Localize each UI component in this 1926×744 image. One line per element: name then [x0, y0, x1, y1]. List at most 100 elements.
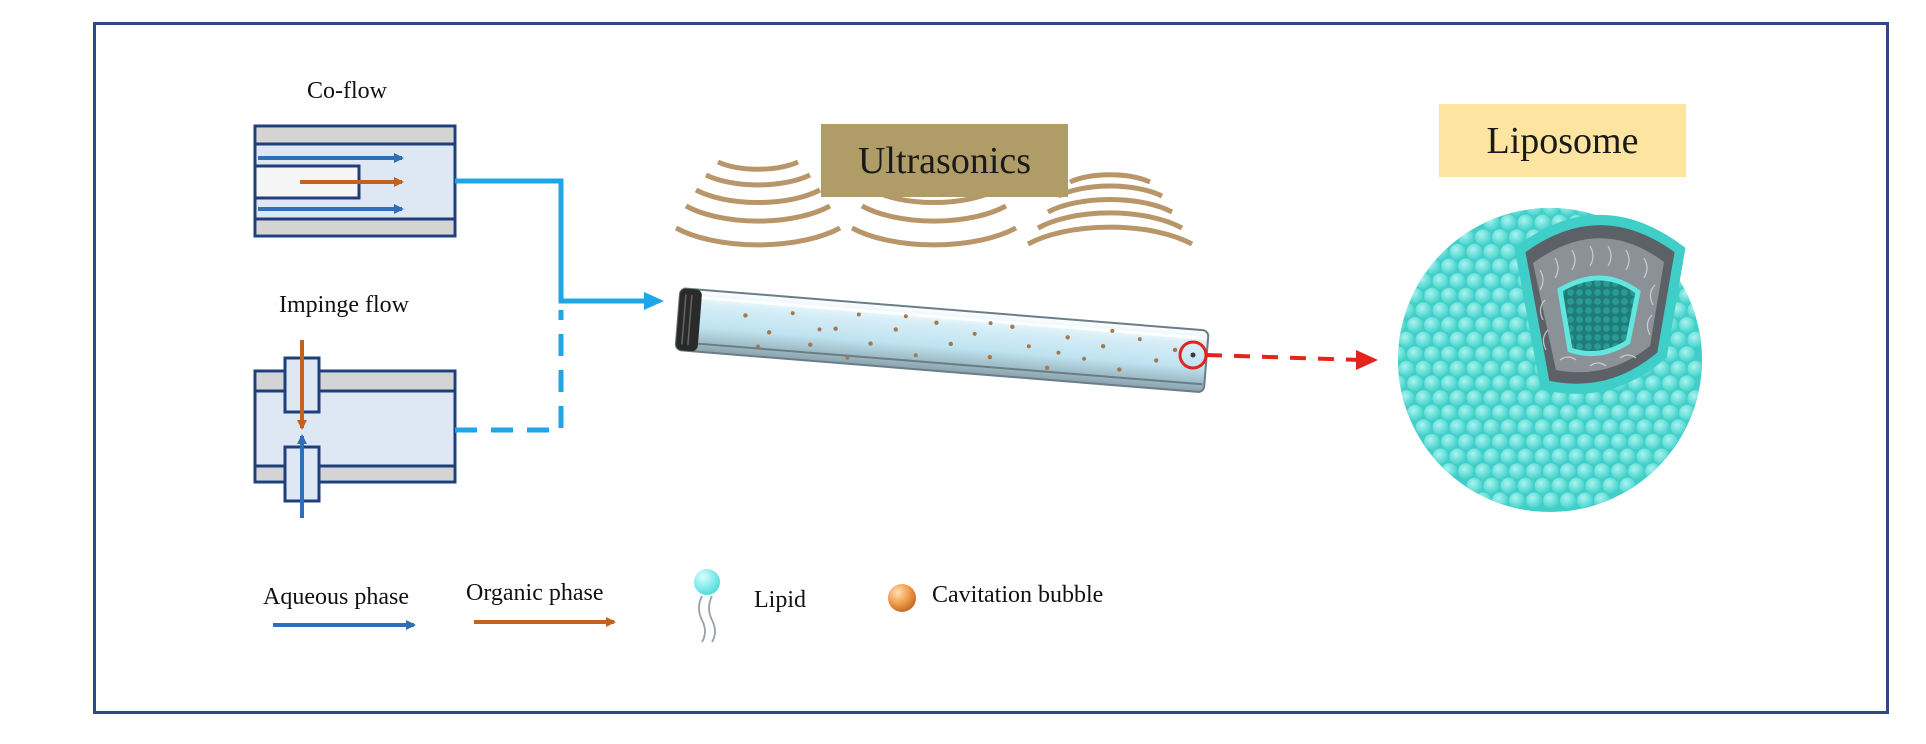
- lipid-bead: [1449, 273, 1466, 290]
- legend: [273, 569, 916, 643]
- lipid-bead: [1628, 433, 1644, 450]
- lipid-bead: [1483, 360, 1500, 377]
- lipid-bead: [1500, 214, 1517, 231]
- liposome-tag: Liposome: [1439, 104, 1686, 177]
- lipid-bead: [1534, 390, 1551, 407]
- lipid-bead: [1441, 433, 1457, 450]
- lipid-bead: [1449, 390, 1466, 407]
- lipid-bead: [1645, 375, 1661, 392]
- lipid-bead: [1424, 287, 1440, 304]
- lipid-bead: [1466, 419, 1483, 436]
- lipid-bead: [1492, 433, 1508, 450]
- lipid-bead: [1543, 463, 1559, 480]
- lipid-bead: [1432, 302, 1449, 319]
- legend-lipid-label: Lipid: [754, 587, 806, 613]
- lipid-bead: [1560, 208, 1576, 216]
- lipid-bead: [1560, 492, 1576, 509]
- lipid-bead: [1449, 448, 1466, 465]
- figure-frame: [93, 22, 1889, 714]
- lipid-bead: [1492, 317, 1508, 333]
- lipid-bead: [1662, 404, 1678, 421]
- lipid-bead: [1594, 433, 1610, 450]
- lipid-bead: [1441, 258, 1457, 275]
- lipid-bead: [1492, 346, 1508, 363]
- lipid-bead: [1458, 375, 1474, 392]
- liposome-illustration: [1398, 208, 1702, 512]
- lipid-bead: [1653, 419, 1670, 436]
- lipid-bead: [1534, 448, 1551, 465]
- lipid-bead: [1475, 433, 1491, 450]
- lipid-bead: [1509, 317, 1525, 333]
- lipid-bead: [1398, 331, 1415, 348]
- lipid-bead: [1543, 208, 1559, 216]
- lipid-bead: [1398, 317, 1406, 333]
- lipid-bead: [1492, 404, 1508, 421]
- lipid-bead: [1602, 419, 1619, 436]
- lipid-bead: [1526, 463, 1542, 480]
- lipid-bead: [1458, 317, 1474, 333]
- lipid-bead: [1602, 477, 1619, 494]
- lipid-bead: [1568, 419, 1585, 436]
- lipid-bead: [1585, 390, 1602, 407]
- lipid-bead: [1577, 433, 1593, 450]
- lipid-bead: [1466, 302, 1483, 319]
- ultrasonics-tag: Ultrasonics: [821, 124, 1068, 197]
- lipid-bead: [1543, 433, 1559, 450]
- legend-organic-label: Organic phase: [466, 580, 604, 606]
- lipid-bead: [1475, 229, 1491, 246]
- lipid-bead: [1475, 346, 1491, 363]
- lipid-bead: [1466, 331, 1483, 348]
- lipid-bead: [1483, 243, 1500, 260]
- lipid-bead: [1492, 492, 1508, 509]
- lipid-bead: [1509, 346, 1525, 363]
- lipid-bead: [1517, 360, 1534, 377]
- lipid-bead: [1398, 375, 1406, 392]
- lipid-bead: [1449, 243, 1466, 260]
- lipid-bead: [1500, 273, 1517, 290]
- lipid-bead: [1577, 404, 1593, 421]
- lipid-bead: [1424, 375, 1440, 392]
- lipid-bead: [1619, 448, 1636, 465]
- lipid-bead: [1458, 404, 1474, 421]
- lipid-bead: [1500, 243, 1517, 260]
- lipid-bead: [1483, 390, 1500, 407]
- lipid-bead: [1458, 463, 1474, 480]
- lipid-bead: [1526, 492, 1542, 509]
- lipid-bead: [1509, 287, 1525, 304]
- lipid-bead: [1432, 273, 1449, 290]
- lipid-bead: [1492, 463, 1508, 480]
- lipid-bead: [1526, 433, 1542, 450]
- lipid-bead: [1577, 492, 1593, 509]
- lipid-bead: [1475, 287, 1491, 304]
- lipid-bead: [1645, 433, 1661, 450]
- lipid-bead: [1483, 331, 1500, 348]
- lipid-bead: [1662, 375, 1678, 392]
- lipid-bead: [1526, 404, 1542, 421]
- lipid-bead: [1500, 390, 1517, 407]
- lipid-bead: [1679, 317, 1695, 333]
- lipid-bead: [1500, 477, 1517, 494]
- lipid-bead: [1611, 463, 1627, 480]
- lipid-bead: [1458, 229, 1474, 246]
- lipid-bead: [1509, 492, 1525, 509]
- lipid-bead: [1517, 390, 1534, 407]
- lipid-bead: [1619, 477, 1636, 494]
- lipid-bead: [1492, 258, 1508, 275]
- lipid-bead: [1466, 273, 1483, 290]
- lipid-bead: [1483, 477, 1500, 494]
- lipid-bead: [1432, 448, 1449, 465]
- impinge-flow-label: Impinge flow: [279, 292, 409, 318]
- lipid-bead: [1449, 419, 1466, 436]
- legend-bubble-label: Cavitation bubble: [932, 582, 1104, 608]
- lipid-bead: [1475, 317, 1491, 333]
- lipid-bead: [1398, 360, 1415, 377]
- lipid-bead: [1628, 404, 1644, 421]
- lipid-bead: [1458, 287, 1474, 304]
- lipid-bead: [1568, 390, 1585, 407]
- lipid-bead: [1509, 404, 1525, 421]
- lipid-bead: [1475, 375, 1491, 392]
- lipid-bead: [1551, 419, 1568, 436]
- lipid-bead: [1424, 404, 1440, 421]
- lipid-bead: [1466, 360, 1483, 377]
- coflow-label: Co-flow: [307, 78, 387, 104]
